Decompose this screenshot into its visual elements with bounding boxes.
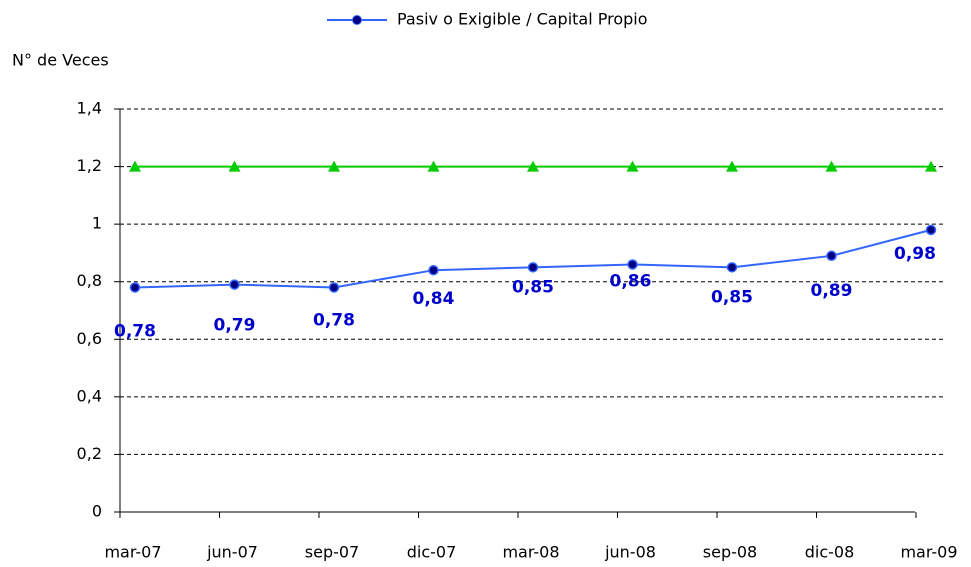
x-tick-label: jun-08 bbox=[604, 543, 656, 562]
y-tick-label: 0,4 bbox=[77, 386, 102, 405]
point bbox=[925, 224, 937, 236]
legend-label: Pasiv o Exigible / Capital Propio bbox=[397, 10, 648, 29]
point bbox=[726, 160, 738, 172]
y-axis-title: N° de Veces bbox=[12, 51, 109, 70]
point bbox=[726, 262, 738, 273]
value-label: 0,78 bbox=[114, 321, 156, 341]
point bbox=[825, 160, 838, 172]
point bbox=[626, 160, 639, 172]
y-tick-label: 1 bbox=[92, 214, 102, 233]
value-label: 0,89 bbox=[811, 281, 853, 301]
y-tick-label: 1,2 bbox=[77, 156, 102, 175]
y-tick-label: 0,2 bbox=[77, 444, 102, 463]
value-label: 0,84 bbox=[413, 289, 455, 309]
point bbox=[527, 160, 539, 172]
x-tick-label: dic-07 bbox=[407, 543, 457, 562]
x-tick-label: sep-07 bbox=[305, 543, 359, 562]
value-label: 0,86 bbox=[610, 271, 652, 291]
x-tick-label: jun-07 bbox=[206, 543, 258, 562]
point bbox=[627, 259, 638, 270]
point bbox=[229, 279, 240, 290]
value-label: 0,85 bbox=[711, 287, 753, 307]
point bbox=[527, 262, 539, 273]
x-tick-label: dic-08 bbox=[805, 543, 855, 562]
value-label: 0,78 bbox=[313, 310, 355, 330]
point bbox=[826, 250, 837, 262]
x-tick-label: mar-08 bbox=[502, 543, 559, 562]
value-label: 0,98 bbox=[894, 244, 936, 264]
point bbox=[328, 282, 340, 293]
y-tick-label: 1,4 bbox=[77, 99, 102, 118]
value-label: 0,79 bbox=[214, 316, 256, 336]
point bbox=[129, 160, 141, 172]
x-tick-label: mar-07 bbox=[104, 543, 161, 562]
y-tick-label: 0,8 bbox=[77, 271, 102, 290]
point bbox=[328, 160, 340, 172]
point bbox=[925, 160, 937, 172]
y-tick-label: 0,6 bbox=[77, 329, 102, 348]
x-tick-label: sep-08 bbox=[703, 543, 757, 562]
x-tick-label: mar-09 bbox=[900, 543, 957, 562]
value-label: 0,85 bbox=[512, 277, 554, 297]
point bbox=[228, 160, 241, 172]
legend-marker bbox=[352, 15, 362, 25]
point bbox=[428, 264, 439, 276]
y-tick-label: 0 bbox=[92, 502, 102, 521]
point bbox=[427, 160, 440, 172]
point bbox=[129, 282, 141, 293]
